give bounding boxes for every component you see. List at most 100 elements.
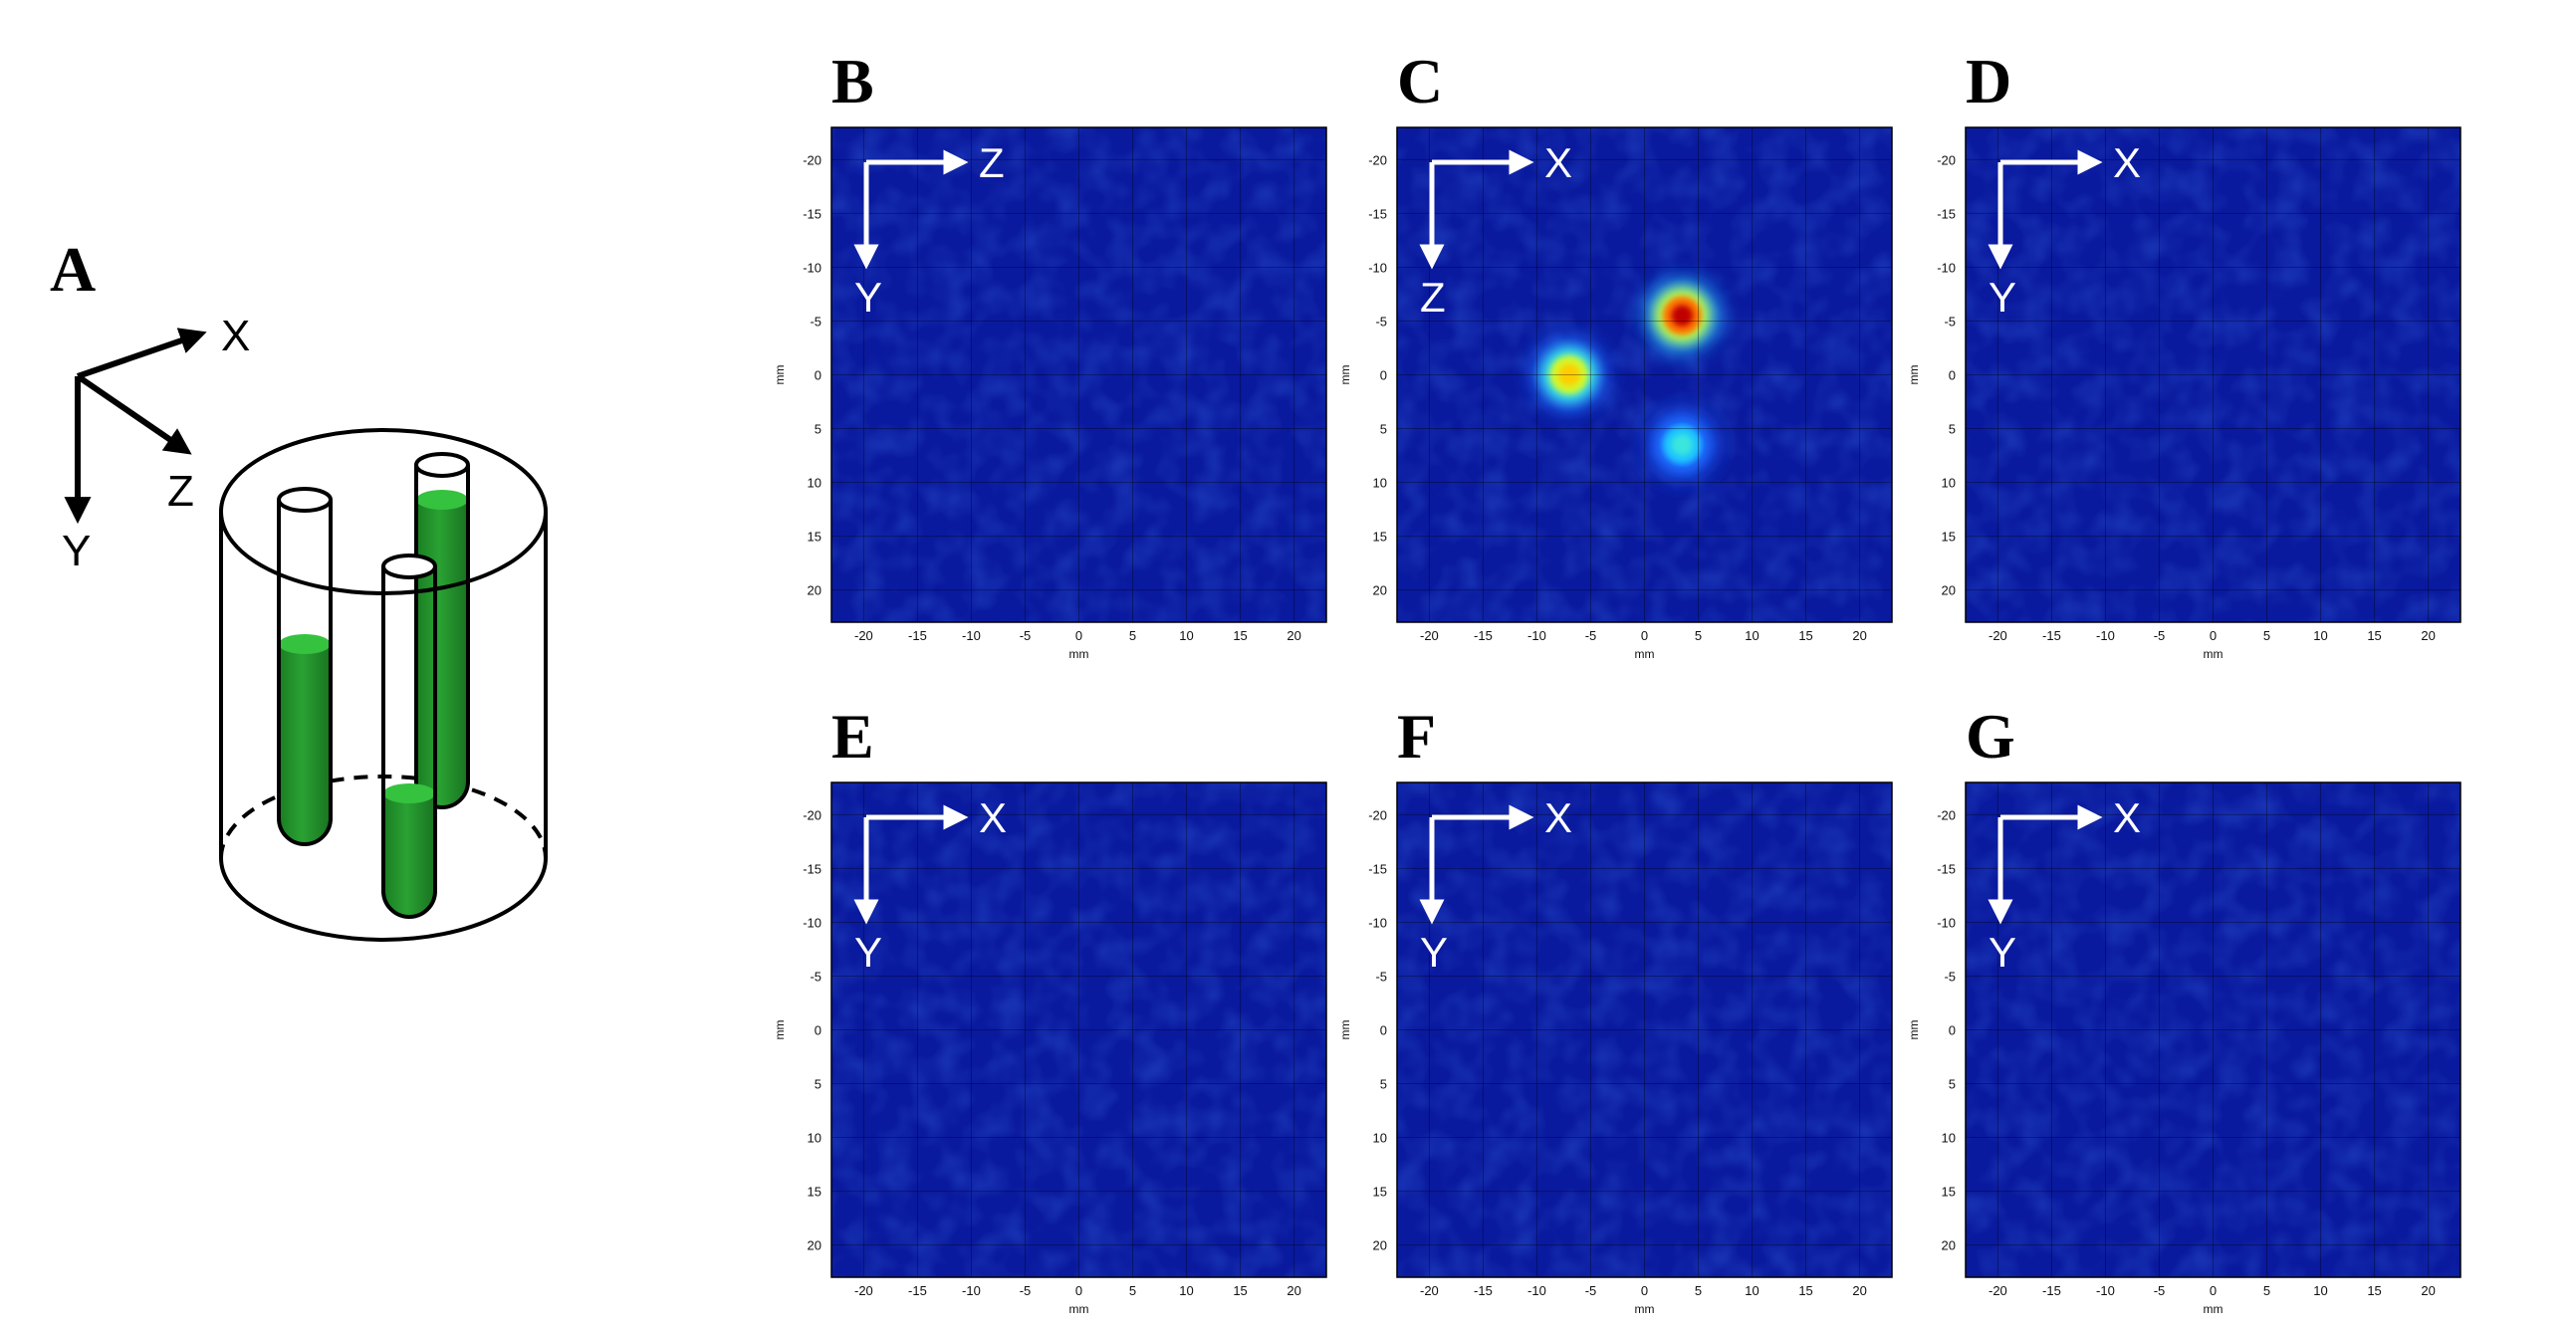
x-tick-label: 5 [1129, 1283, 1136, 1298]
x-tick-label: -20 [1420, 1283, 1439, 1298]
horizontal-axis-label: Z [979, 139, 1005, 186]
y-tick-label: 0 [1949, 1023, 1956, 1038]
heatmap-panel-d: D -20 -15 -10 -5 0 5 10 15 20 -20 -15 -10 -5 0 5 10 15 20 m… [1907, 46, 2461, 661]
y-tick-label: -15 [1368, 206, 1387, 221]
x-tick-label: 15 [1233, 1283, 1247, 1298]
x-axis-arrow [77, 328, 207, 379]
heatmap-grid [1966, 782, 2460, 1277]
x-tick-label: 0 [1641, 1283, 1648, 1298]
axis-triad: X Z Y [62, 312, 250, 575]
y-tick-label: 15 [1942, 1185, 1956, 1200]
panel-letter: C [1397, 46, 1443, 116]
vertical-axis-label: Y [1989, 274, 2016, 321]
y-axis-label: Y [62, 527, 91, 575]
y-tick-label: -15 [1937, 861, 1956, 876]
y-tick-label: 20 [1942, 583, 1956, 598]
y-tick-label: 15 [1942, 530, 1956, 545]
heatmap-grid [831, 127, 1326, 622]
y-tick-label: -10 [1937, 260, 1956, 275]
panel-letter-a: A [50, 234, 96, 305]
y-tick-label: 5 [1949, 1077, 1956, 1092]
y-tick-label: 15 [1373, 1185, 1387, 1200]
heatmap-features [1532, 279, 1720, 482]
y-tick-label: -10 [1368, 260, 1387, 275]
y-tick-label: 0 [815, 368, 821, 383]
heatmap-features [990, 265, 1173, 550]
heatmap-features [990, 1021, 1146, 1205]
y-tick-label: -5 [1944, 314, 1956, 329]
y-tick-label: -10 [1368, 915, 1387, 930]
y-tick-label: -20 [1937, 152, 1956, 167]
heatmap-frame [1965, 126, 2461, 623]
x-tick-label: -5 [1585, 628, 1597, 643]
x-tick-label: -15 [1474, 628, 1493, 643]
x-tick-label: 10 [1745, 628, 1758, 643]
x-tick-label: -20 [1420, 628, 1439, 643]
horizontal-axis-label: X [2113, 139, 2141, 186]
y-tick-label: 5 [1949, 422, 1956, 437]
panel-a-schematic: A X Z Y [50, 234, 548, 942]
x-tick-label: 15 [2367, 1283, 2381, 1298]
heatmap-frame [830, 126, 1327, 623]
tube-back-right [414, 452, 470, 809]
horizontal-axis-label: X [1544, 139, 1572, 186]
y-tick-label: -5 [810, 314, 821, 329]
horizontal-axis-label: X [1544, 794, 1572, 841]
y-tick-label: -5 [1944, 969, 1956, 984]
x-tick-label: -5 [1020, 1283, 1032, 1298]
heatmap-panel-g: G -20 -15 -10 -5 0 5 10 15 20 -20 -15 -10 -5 0 5 10 15 20 m… [1907, 701, 2461, 1316]
y-tick-label: -5 [1375, 969, 1387, 984]
tube-liquid [383, 793, 435, 893]
x-tick-label: -5 [1585, 1283, 1597, 1298]
x-axis-unit: mm [1635, 1302, 1655, 1316]
heatmap-grid [1397, 782, 1892, 1277]
x-tick-label: 5 [1129, 628, 1136, 643]
x-tick-label: 20 [1287, 1283, 1300, 1298]
x-tick-label: -20 [1989, 628, 2007, 643]
panel-letter: F [1397, 701, 1436, 772]
y-tick-label: 0 [1380, 368, 1387, 383]
y-axis-unit: mm [1907, 1020, 1921, 1040]
tube-liquid [279, 644, 331, 820]
y-axis-unit: mm [773, 365, 787, 385]
y-tick-label: -10 [1937, 915, 1956, 930]
heatmap-panel-b: B -20 -15 -10 -5 0 5 10 15 20 -20 -15 -10 -5 0 5 10 15 20 m… [773, 46, 1327, 661]
x-tick-label: 5 [1695, 628, 1702, 643]
x-tick-label: 20 [1852, 628, 1866, 643]
z-axis-arrow [76, 373, 192, 455]
panel-letter: E [831, 701, 874, 772]
x-tick-label: 10 [1745, 1283, 1758, 1298]
y-tick-label: -20 [1368, 807, 1387, 822]
heatmap-noise [1397, 782, 1892, 1277]
x-tick-label: 5 [2263, 628, 2270, 643]
y-tick-label: 20 [1942, 1238, 1956, 1253]
x-tick-label: 10 [1179, 1283, 1193, 1298]
x-axis-unit: mm [1069, 647, 1089, 661]
y-tick-label: 20 [1373, 1238, 1387, 1253]
y-tick-label: -10 [803, 260, 821, 275]
heatmap-noise [1966, 782, 2460, 1277]
y-tick-label: -20 [803, 152, 821, 167]
x-tick-label: -10 [962, 628, 981, 643]
cylinder-bottom-front [219, 857, 548, 942]
spot-signal [1671, 433, 1694, 456]
x-tick-label: -5 [2154, 1283, 2166, 1298]
x-tick-label: 0 [2210, 628, 2217, 643]
x-tick-label: 20 [1852, 1283, 1866, 1298]
y-tick-label: 15 [1373, 530, 1387, 545]
heatmap-panel-c: C -20 -15 -10 -5 0 5 10 15 20 -20 -15 -10 -5 0 5 10 15 20 m… [1338, 46, 1893, 661]
horizontal-axis-label: X [2113, 794, 2141, 841]
x-axis-label: X [221, 312, 250, 360]
x-tick-label: 15 [2367, 628, 2381, 643]
y-tick-label: 5 [1380, 1077, 1387, 1092]
panel-letter: B [831, 46, 874, 116]
heatmap-noise [1397, 127, 1892, 622]
y-tick-label: -20 [1368, 152, 1387, 167]
y-tick-label: 15 [808, 1185, 821, 1200]
x-tick-label: 10 [2313, 628, 2327, 643]
y-tick-label: -10 [803, 915, 821, 930]
x-tick-label: -5 [2154, 628, 2166, 643]
y-tick-label: 0 [1380, 1023, 1387, 1038]
x-tick-label: -5 [1020, 628, 1032, 643]
vertical-axis-label: Y [854, 929, 882, 976]
